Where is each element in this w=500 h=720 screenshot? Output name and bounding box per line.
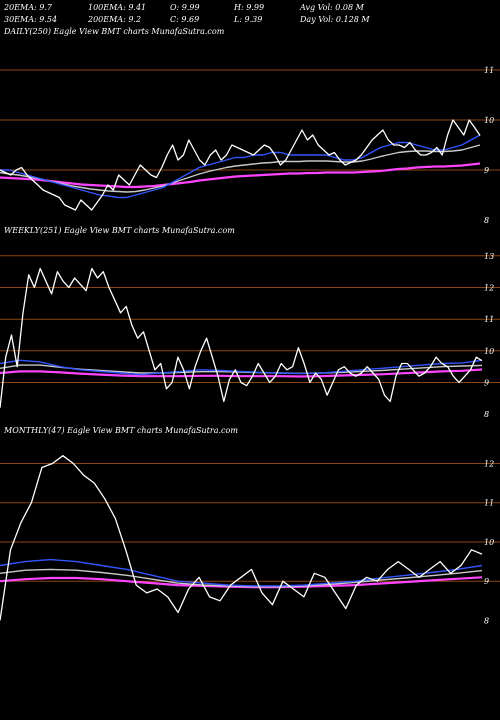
header-20ema: 20EMA: 9.7 [4, 3, 52, 12]
series-1-ema-fast [0, 359, 483, 376]
header-open: O: 9.99 [170, 3, 200, 12]
price-label-2-12: 12 [484, 460, 494, 469]
price-label-1-13: 13 [484, 252, 494, 261]
series-0-ema-slow [0, 162, 481, 189]
price-label-0-11: 11 [484, 66, 494, 75]
price-label-0-8: 8 [484, 216, 489, 225]
price-label-1-10: 10 [484, 347, 494, 356]
header-100ema: 100EMA: 9.41 [88, 3, 147, 12]
series-0-ema-fast [0, 134, 481, 199]
series-2-ema-mid [0, 568, 483, 588]
price-label-2-11: 11 [484, 499, 494, 508]
price-label-2-9: 9 [484, 577, 489, 586]
series-0-ema-mid [0, 144, 481, 193]
header-200ema: 200EMA: 9.2 [88, 15, 142, 24]
series-1-price [0, 267, 483, 408]
daily-panel-title: DAILY(250) Eagle View BMT charts MunafaS… [4, 27, 225, 36]
price-label-1-12: 12 [484, 284, 494, 293]
header-high: H: 9.99 [234, 3, 265, 12]
monthly-panel-title: MONTHLY(47) Eagle View BMT charts Munafa… [4, 426, 238, 435]
series-1-ema-slow [0, 368, 483, 378]
header-avg-vol: Avg Vol: 0.08 M [300, 3, 364, 12]
series-0-price [0, 119, 481, 211]
series-2-ema-fast [0, 558, 483, 587]
header-30ema: 30EMA: 9.54 [4, 15, 58, 24]
price-label-1-11: 11 [484, 315, 494, 324]
price-label-1-9: 9 [484, 379, 489, 388]
weekly-panel-title: WEEKLY(251) Eagle View BMT charts Munafa… [4, 226, 235, 235]
price-label-2-8: 8 [484, 616, 489, 625]
header-day-vol: Day Vol: 0.128 M [300, 15, 370, 24]
price-label-0-9: 9 [484, 166, 489, 175]
price-label-2-10: 10 [484, 538, 494, 547]
series-2-price [0, 455, 483, 621]
price-label-1-8: 8 [484, 410, 489, 419]
header-close: C: 9.69 [170, 15, 200, 24]
price-label-0-10: 10 [484, 116, 494, 125]
header-low: L: 9.39 [234, 15, 263, 24]
